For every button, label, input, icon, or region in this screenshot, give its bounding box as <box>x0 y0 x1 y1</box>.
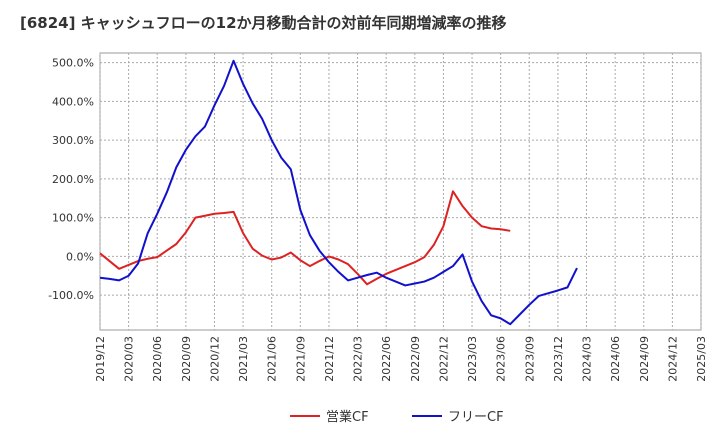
y-tick-label: 100.0% <box>52 212 94 225</box>
grid-lines <box>99 53 702 330</box>
x-axis: 2019/12 2020/03 2020/06 2020/09 2020/12 2021/… <box>94 336 708 382</box>
y-tick-label: 500.0% <box>52 57 94 70</box>
y-tick-label: -100.0% <box>48 289 94 302</box>
x-tick-label: 2024/12 <box>666 336 679 382</box>
y-tick-label: 300.0% <box>52 134 94 147</box>
plot-area <box>99 52 702 331</box>
series-group <box>99 59 578 326</box>
x-tick-label: 2025/03 <box>695 336 708 382</box>
x-tick-label: 2021/06 <box>266 336 279 382</box>
y-tick-label: 0.0% <box>66 250 94 263</box>
y-tick-label: 200.0% <box>52 173 94 186</box>
x-tick-label: 2023/12 <box>552 336 565 382</box>
x-tick-label: 2023/06 <box>495 336 508 382</box>
y-tick-label: 400.0% <box>52 95 94 108</box>
x-tick-label: 2023/09 <box>523 336 536 382</box>
x-tick-label: 2020/06 <box>151 336 164 382</box>
x-tick-label: 2024/09 <box>638 336 651 382</box>
x-tick-label: 2022/03 <box>352 336 365 382</box>
x-tick-label: 2021/03 <box>237 336 250 382</box>
x-tick-label: 2020/09 <box>180 336 193 382</box>
x-tick-label: 2022/12 <box>437 336 450 382</box>
x-tick-label: 2019/12 <box>94 336 107 382</box>
legend-label: フリーCF <box>448 410 504 425</box>
x-tick-label: 2022/06 <box>380 336 393 382</box>
x-tick-label: 2022/09 <box>409 336 422 382</box>
chart-title: [6824] キャッシュフローの12か月移動合計の対前年同期増減率の推移 <box>20 14 507 32</box>
x-tick-label: 2021/12 <box>323 336 336 382</box>
legend-label: 営業CF <box>326 409 369 425</box>
x-tick-label: 2024/06 <box>609 336 622 382</box>
y-axis: 500.0% 400.0% 300.0% 200.0% 100.0% 0.0% -100.0… <box>48 57 94 302</box>
x-tick-label: 2023/03 <box>466 336 479 382</box>
x-tick-label: 2020/03 <box>123 336 136 382</box>
series-line-operating-cf <box>99 190 511 286</box>
x-tick-label: 2024/03 <box>581 336 594 382</box>
x-tick-label: 2021/09 <box>294 336 307 382</box>
x-tick-label: 2020/12 <box>208 336 221 382</box>
legend: 営業CF フリーCF <box>290 409 504 425</box>
series-line-free-cf <box>99 59 578 326</box>
